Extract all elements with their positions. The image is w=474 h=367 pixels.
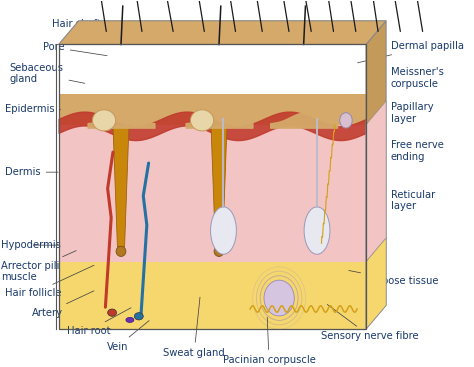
Bar [59,262,366,329]
Bar [59,125,366,262]
Text: Hair follicle: Hair follicle [5,265,94,298]
Polygon shape [59,21,386,44]
Polygon shape [113,125,129,247]
Polygon shape [366,21,386,329]
Bar [59,94,366,125]
Ellipse shape [210,207,237,254]
Text: Reticular
layer: Reticular layer [369,190,435,211]
Polygon shape [211,125,227,247]
Text: Meissner's
corpuscle: Meissner's corpuscle [369,67,443,92]
Text: Hair root: Hair root [67,308,131,336]
Text: Epidermis: Epidermis [5,105,61,115]
Circle shape [108,309,117,316]
Text: Sensory nerve fibre: Sensory nerve fibre [320,305,418,341]
Text: Dermis: Dermis [5,167,58,177]
Text: Pacinian corpuscle: Pacinian corpuscle [223,317,315,365]
Text: Sebaceous
gland: Sebaceous gland [9,63,85,84]
Text: Hypodermis: Hypodermis [0,240,61,250]
Circle shape [134,313,143,320]
Polygon shape [366,238,386,329]
Ellipse shape [340,113,352,128]
Ellipse shape [191,110,214,131]
Text: Arrector pili
muscle: Arrector pili muscle [0,251,76,282]
Ellipse shape [304,207,330,254]
Text: Dermal papilla: Dermal papilla [357,41,464,63]
Text: Hair shaft: Hair shaft [52,19,101,34]
Ellipse shape [92,110,116,131]
Ellipse shape [264,280,294,316]
Text: Sweat gland: Sweat gland [164,297,225,358]
Text: Vein: Vein [107,321,149,352]
Text: Free nerve
ending: Free nerve ending [369,140,443,162]
Ellipse shape [126,317,134,323]
Text: Artery: Artery [32,291,94,318]
Ellipse shape [116,246,126,257]
Polygon shape [366,101,386,262]
Text: Pore: Pore [43,43,107,56]
Text: Papillary
layer: Papillary layer [369,102,433,124]
Ellipse shape [214,246,224,257]
Text: Adipose tissue: Adipose tissue [349,270,438,286]
